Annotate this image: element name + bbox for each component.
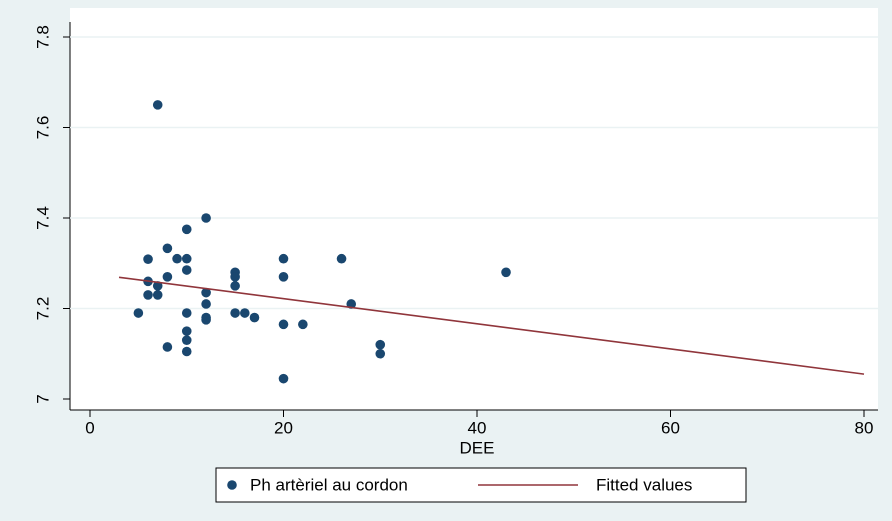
point bbox=[201, 315, 211, 325]
point bbox=[249, 312, 260, 323]
point bbox=[278, 319, 289, 330]
point bbox=[181, 346, 192, 357]
point bbox=[240, 308, 250, 318]
legend-marker bbox=[227, 480, 237, 490]
x-tick-label: 20 bbox=[274, 418, 293, 437]
y-tick-label: 7.6 bbox=[33, 116, 52, 140]
x-tick-label: 40 bbox=[468, 418, 487, 437]
x-tick-label: 0 bbox=[85, 418, 94, 437]
point bbox=[152, 290, 163, 300]
point bbox=[152, 281, 163, 291]
point bbox=[298, 319, 308, 330]
y-tick-label: 7.8 bbox=[33, 25, 52, 49]
point bbox=[230, 308, 240, 318]
point bbox=[181, 326, 192, 336]
point bbox=[201, 213, 211, 223]
x-tick-label: 60 bbox=[661, 418, 680, 437]
point bbox=[162, 243, 173, 254]
point bbox=[172, 253, 182, 264]
point bbox=[201, 299, 211, 309]
y-tick-label: 7 bbox=[33, 394, 52, 403]
point bbox=[162, 342, 173, 352]
point bbox=[230, 272, 240, 282]
point bbox=[375, 339, 386, 350]
point bbox=[230, 281, 240, 291]
point bbox=[375, 348, 386, 359]
y-tick-label: 7.4 bbox=[33, 206, 52, 230]
legend-label: Ph artèriel au cordon bbox=[250, 475, 408, 494]
point bbox=[143, 254, 153, 264]
point bbox=[278, 253, 289, 264]
point bbox=[501, 267, 511, 278]
x-tick-label: 80 bbox=[855, 418, 874, 437]
y-tick-label: 7.2 bbox=[33, 297, 52, 321]
point bbox=[278, 373, 289, 384]
x-axis-label: DEE bbox=[460, 438, 495, 457]
point bbox=[201, 287, 211, 298]
point bbox=[162, 272, 173, 282]
point bbox=[143, 290, 153, 300]
point bbox=[181, 308, 192, 318]
point bbox=[181, 265, 192, 275]
legend-label: Fitted values bbox=[596, 475, 692, 494]
fit-line bbox=[118, 276, 865, 375]
plot-area bbox=[70, 8, 878, 410]
point bbox=[133, 308, 144, 318]
point bbox=[278, 272, 289, 282]
point bbox=[181, 253, 192, 264]
point bbox=[152, 100, 163, 110]
point bbox=[181, 335, 192, 345]
point bbox=[181, 224, 192, 235]
point bbox=[336, 253, 347, 264]
